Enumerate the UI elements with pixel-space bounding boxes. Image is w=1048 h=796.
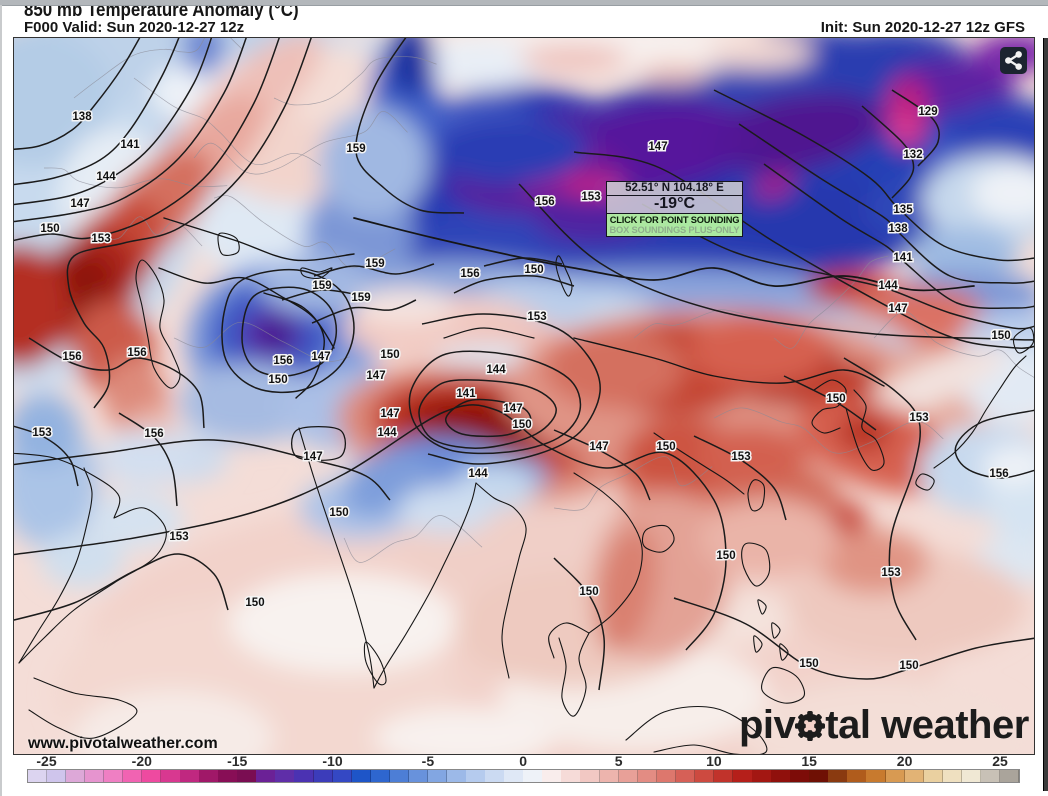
svg-text:153: 153 <box>169 531 188 543</box>
svg-text:147: 147 <box>311 351 330 363</box>
svg-text:147: 147 <box>648 141 667 153</box>
svg-text:138: 138 <box>888 223 908 235</box>
svg-text:150: 150 <box>268 374 287 386</box>
svg-text:129: 129 <box>918 106 937 118</box>
svg-text:150: 150 <box>826 393 845 405</box>
svg-text:132: 132 <box>903 149 922 161</box>
svg-text:159: 159 <box>365 258 384 270</box>
svg-text:147: 147 <box>503 403 522 415</box>
svg-text:147: 147 <box>888 303 907 315</box>
svg-text:147: 147 <box>380 408 399 420</box>
svg-text:159: 159 <box>312 280 331 292</box>
svg-text:135: 135 <box>893 204 913 216</box>
svg-text:153: 153 <box>909 412 928 424</box>
svg-text:144: 144 <box>96 171 116 183</box>
svg-text:153: 153 <box>32 427 51 439</box>
svg-text:150: 150 <box>716 550 735 562</box>
svg-text:150: 150 <box>40 223 59 235</box>
svg-text:144: 144 <box>486 364 506 376</box>
svg-text:156: 156 <box>989 468 1008 480</box>
svg-text:159: 159 <box>346 143 365 155</box>
svg-text:156: 156 <box>273 355 292 367</box>
svg-text:147: 147 <box>366 370 385 382</box>
svg-text:150: 150 <box>329 507 348 519</box>
svg-text:147: 147 <box>303 451 322 463</box>
svg-text:141: 141 <box>120 139 140 151</box>
svg-text:150: 150 <box>524 264 543 276</box>
svg-text:141: 141 <box>893 252 913 264</box>
svg-text:147: 147 <box>589 441 608 453</box>
svg-text:144: 144 <box>878 280 898 292</box>
svg-text:156: 156 <box>535 196 554 208</box>
svg-text:156: 156 <box>460 268 479 280</box>
svg-text:156: 156 <box>127 347 146 359</box>
svg-text:153: 153 <box>581 191 600 203</box>
svg-text:150: 150 <box>245 597 264 609</box>
svg-text:150: 150 <box>656 441 675 453</box>
svg-text:138: 138 <box>72 111 92 123</box>
svg-text:156: 156 <box>62 351 81 363</box>
svg-text:141: 141 <box>456 388 476 400</box>
svg-text:153: 153 <box>881 567 900 579</box>
svg-text:153: 153 <box>731 451 750 463</box>
svg-text:159: 159 <box>351 292 370 304</box>
svg-text:150: 150 <box>991 330 1010 342</box>
svg-text:153: 153 <box>527 311 546 323</box>
svg-text:150: 150 <box>380 349 399 361</box>
svg-text:150: 150 <box>579 586 598 598</box>
svg-text:150: 150 <box>512 419 531 431</box>
svg-text:153: 153 <box>91 233 110 245</box>
svg-text:144: 144 <box>377 427 397 439</box>
svg-text:144: 144 <box>468 468 488 480</box>
svg-text:156: 156 <box>144 428 163 440</box>
svg-text:150: 150 <box>899 660 918 672</box>
svg-text:147: 147 <box>70 198 89 210</box>
svg-text:150: 150 <box>799 658 818 670</box>
